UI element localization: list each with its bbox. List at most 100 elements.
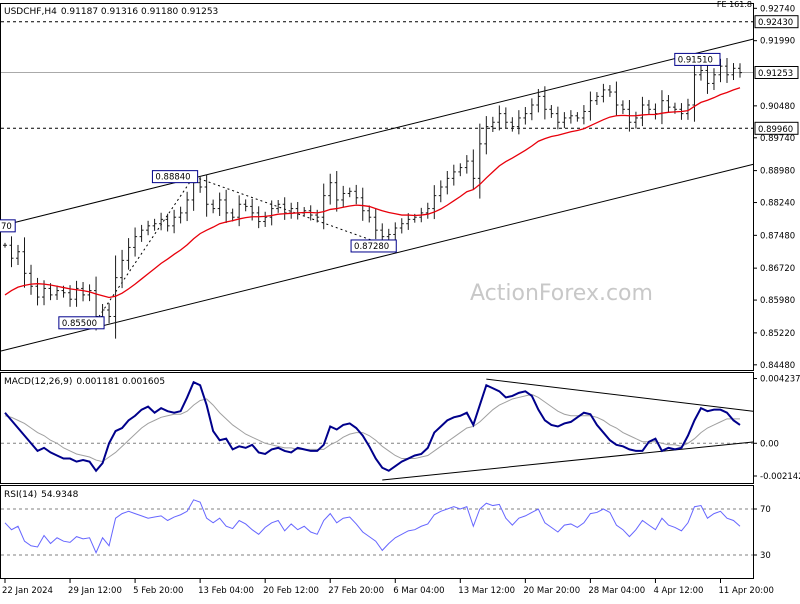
- price-bar: [152, 218, 157, 231]
- price-bar: [360, 187, 365, 221]
- ohlc-values: 0.91187 0.91316 0.91180 0.91253: [61, 7, 218, 17]
- price-bar: [243, 199, 248, 212]
- time-tick-label: 29 Jan 12:00: [68, 586, 122, 596]
- price-bar: [646, 99, 651, 115]
- price-tick-label: 0.85980: [760, 296, 795, 306]
- price-bar: [9, 236, 14, 268]
- rsi-layer: [1, 499, 753, 556]
- price-bar: [159, 212, 164, 231]
- price-bar: [126, 238, 131, 270]
- price-bar: [614, 81, 619, 116]
- annotation-box: [58, 316, 105, 330]
- price-bar: [347, 187, 352, 198]
- price-bar: [464, 155, 469, 174]
- price-bar: [549, 105, 554, 118]
- price-tick-label: 0.87480: [760, 231, 795, 241]
- reference-label: 0.91253: [758, 69, 793, 79]
- price-bar: [185, 191, 190, 222]
- channel-lower-line: [0, 163, 754, 352]
- macd-signal-line: [4, 393, 740, 463]
- price-bar: [334, 171, 339, 212]
- price-bar: [29, 264, 34, 295]
- reference-label-box: [754, 65, 799, 79]
- time-tick-label: 20 Feb 12:00: [263, 586, 319, 596]
- price-tick-label: 0.88980: [760, 167, 795, 177]
- macd-trendline: [382, 441, 754, 481]
- price-bar: [497, 105, 502, 131]
- price-bar: [35, 277, 40, 306]
- price-bar: [55, 285, 60, 300]
- annotation-box: [151, 170, 199, 184]
- price-tick-label: 0.85220: [760, 329, 795, 339]
- price-bar: [588, 91, 593, 121]
- price-bar: [692, 58, 697, 122]
- axis-layer: 0.92740 0.91990 0.90480 0.89740 0.88980 0.882…: [2, 4, 800, 596]
- price-bar: [562, 112, 567, 129]
- price-bar: [698, 64, 703, 81]
- price-bar: [685, 98, 690, 120]
- price-bar: [516, 110, 521, 135]
- annotation-box: [674, 52, 721, 66]
- price-bar: [575, 112, 580, 122]
- price-bar: [282, 197, 287, 220]
- macd-name: MACD(12,26,9): [4, 377, 72, 387]
- macd-pane: [0, 372, 754, 484]
- price-bar: [133, 227, 138, 257]
- annotation-label: 70: [1, 222, 12, 232]
- price-bar: [633, 111, 638, 129]
- price-tick-label: 0.92740: [760, 4, 795, 14]
- price-bar: [48, 283, 53, 301]
- price-bar: [666, 95, 671, 113]
- price-bar: [568, 110, 573, 124]
- rsi-name: RSI(14): [4, 490, 37, 500]
- price-bar: [87, 284, 92, 302]
- price-bar: [399, 218, 404, 234]
- price-tick-label: 0.89740: [760, 134, 795, 144]
- price-bar: [139, 224, 144, 242]
- price-bar: [601, 83, 606, 103]
- price-bar: [477, 123, 482, 199]
- time-tick-label: 20 Mar 20:00: [523, 586, 580, 596]
- price-bar: [484, 116, 489, 155]
- macd-tick-label: -0.002142: [760, 472, 800, 482]
- price-bar: [711, 68, 716, 91]
- price-bar: [172, 209, 177, 234]
- rsi-label: RSI(14) 54.9348: [4, 490, 79, 500]
- price-bar: [16, 244, 21, 266]
- macd-tick-label: 0.00: [760, 439, 779, 449]
- price-bar: [451, 164, 456, 186]
- macd-layer: [1, 378, 754, 481]
- price-bar: [445, 170, 450, 195]
- macd-trendline: [486, 378, 754, 412]
- price-bar: [321, 183, 326, 230]
- price-bar: [406, 213, 411, 230]
- price-bar: [165, 213, 170, 232]
- price-bar: [718, 58, 723, 83]
- price-bar: [367, 205, 372, 223]
- time-tick-label: 13 Mar 12:00: [458, 586, 515, 596]
- watermark: ActionForex.com: [470, 281, 653, 306]
- price-tick-label: 0.91990: [760, 37, 795, 47]
- price-bar: [510, 117, 515, 132]
- symbol-label: USDCHF,H4 0.91187 0.91316 0.91180 0.91253: [4, 7, 218, 17]
- reference-label: 0.89960: [758, 125, 793, 135]
- price-bar: [640, 96, 645, 127]
- rsi-tick-label: 70: [760, 505, 771, 515]
- time-tick-label: 22 Jan 2024: [2, 586, 53, 596]
- price-pane: [0, 3, 754, 371]
- price-bar: [738, 63, 742, 78]
- price-bar: [607, 85, 612, 97]
- price-bar: [555, 106, 560, 130]
- price-bar: [178, 206, 183, 224]
- time-tick-label: 4 Apr 12:00: [653, 586, 703, 596]
- price-bar: [581, 105, 586, 125]
- macd-label: MACD(12,26,9) 0.001181 0.001605: [4, 377, 165, 387]
- price-tick-label: 0.88240: [760, 199, 795, 209]
- rsi-tick-label: 30: [760, 551, 771, 561]
- annotation-label: 0.87280: [354, 242, 389, 252]
- price-bar: [22, 237, 27, 288]
- annotation-box: [0, 219, 16, 233]
- price-bar: [620, 100, 625, 114]
- time-tick-label: 6 Mar 04:00: [393, 586, 444, 596]
